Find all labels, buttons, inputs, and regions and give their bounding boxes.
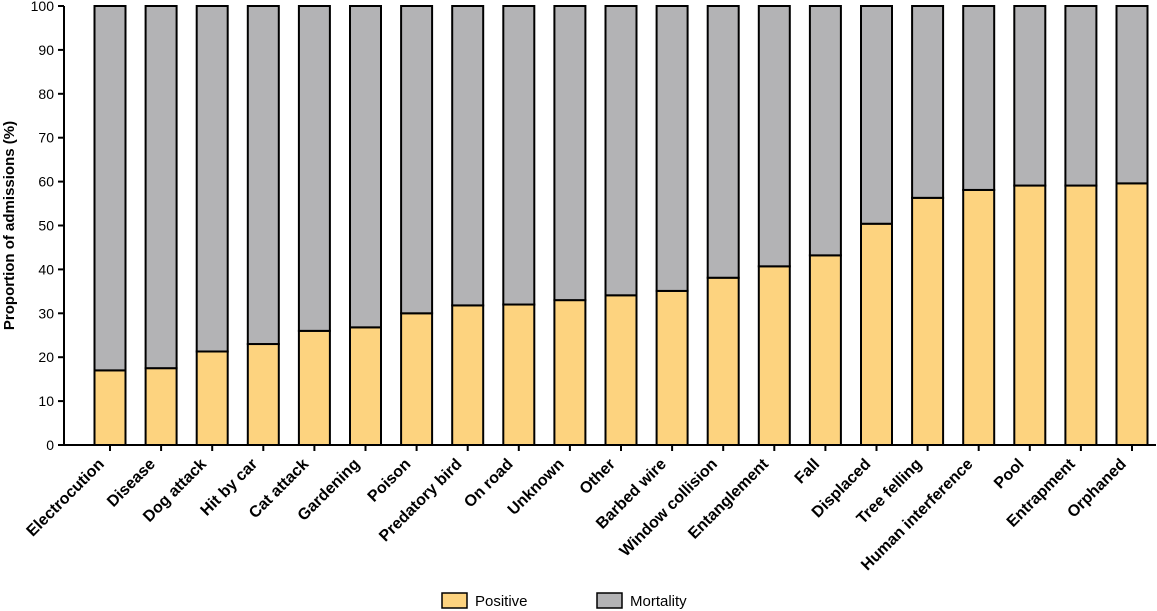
bar-mortality-displaced bbox=[860, 5, 893, 225]
bar-mortality-other bbox=[604, 5, 638, 297]
bars bbox=[93, 5, 1149, 447]
bar-mortality-poison bbox=[400, 5, 434, 315]
bar-mortality-predatory-bird bbox=[451, 5, 485, 307]
y-tick-label: 80 bbox=[38, 86, 54, 102]
x-tick-label: Other bbox=[577, 456, 619, 498]
y-tick-label: 70 bbox=[38, 130, 54, 146]
y-tick-label: 40 bbox=[38, 261, 54, 277]
legend-label-positive: Positive bbox=[475, 593, 528, 610]
x-tick-label: Pool bbox=[991, 456, 1028, 493]
bar-mortality-dog-attack bbox=[195, 5, 229, 353]
bar-mortality-gardening bbox=[349, 5, 382, 329]
bar-positive-displaced bbox=[860, 222, 893, 446]
y-tick-label: 60 bbox=[38, 174, 54, 190]
bar-positive-unknown bbox=[553, 299, 587, 446]
bar-mortality-orphaned bbox=[1115, 5, 1149, 185]
bar-mortality-unknown bbox=[553, 5, 587, 302]
bar-mortality-entanglement bbox=[757, 5, 791, 268]
bar-mortality-pool bbox=[1013, 5, 1047, 187]
bar-positive-orphaned bbox=[1115, 182, 1149, 447]
y-tick-label: 10 bbox=[38, 393, 54, 409]
bar-positive-pool bbox=[1013, 184, 1047, 446]
y-tick-label: 30 bbox=[38, 305, 54, 321]
bar-positive-hit-by-car bbox=[246, 343, 280, 446]
x-tick-label: Electrocution bbox=[24, 456, 108, 540]
legend: Positive Mortality bbox=[441, 592, 687, 610]
bar-mortality-entrapment bbox=[1064, 5, 1098, 187]
bar-mortality-electrocution bbox=[93, 5, 127, 372]
bar-mortality-barbed-wire bbox=[655, 5, 689, 292]
y-axis-title: Proportion of admissions (%) bbox=[1, 121, 18, 330]
bar-positive-other bbox=[604, 294, 638, 446]
legend-swatch-mortality bbox=[596, 592, 623, 609]
bar-positive-human-interference bbox=[962, 188, 996, 446]
bar-positive-fall bbox=[808, 254, 842, 446]
bar-positive-poison bbox=[400, 312, 434, 446]
bar-positive-tree-felling bbox=[911, 196, 945, 446]
bar-mortality-fall bbox=[808, 5, 842, 257]
y-tick-label: 100 bbox=[31, 0, 55, 14]
bar-positive-entanglement bbox=[757, 265, 791, 446]
legend-swatch-positive bbox=[441, 592, 468, 609]
x-tick-label: Fall bbox=[792, 456, 824, 488]
bar-positive-window-collision bbox=[706, 276, 740, 446]
bar-positive-disease bbox=[144, 367, 178, 446]
bar-positive-gardening bbox=[349, 326, 382, 446]
bar-positive-predatory-bird bbox=[451, 304, 485, 447]
bar-mortality-tree-felling bbox=[911, 5, 945, 199]
x-tick-label: Poison bbox=[365, 456, 415, 506]
y-axis: 0 10 20 30 40 50 60 70 80 90 100 bbox=[31, 0, 65, 453]
bar-mortality-on-road bbox=[502, 5, 536, 306]
bar-mortality-disease bbox=[144, 5, 178, 370]
y-tick-label: 50 bbox=[38, 218, 54, 234]
x-tick-label: Window collision bbox=[617, 456, 721, 560]
bar-mortality-window-collision bbox=[706, 5, 740, 279]
x-tick-label: Unknown bbox=[505, 456, 568, 519]
bar-positive-on-road bbox=[502, 303, 536, 446]
bar-positive-cat-attack bbox=[297, 329, 331, 446]
y-tick-label: 90 bbox=[38, 42, 54, 58]
bar-positive-dog-attack bbox=[195, 350, 229, 447]
bar-mortality-hit-by-car bbox=[246, 5, 280, 346]
y-tick-label: 0 bbox=[46, 437, 54, 453]
bar-mortality-human-interference bbox=[962, 5, 996, 191]
y-tick-label: 20 bbox=[38, 349, 54, 365]
bar-positive-electrocution bbox=[93, 369, 127, 446]
bar-positive-entrapment bbox=[1064, 184, 1098, 446]
bar-positive-barbed-wire bbox=[655, 289, 689, 447]
legend-label-mortality: Mortality bbox=[630, 593, 687, 610]
bar-mortality-cat-attack bbox=[297, 5, 331, 332]
